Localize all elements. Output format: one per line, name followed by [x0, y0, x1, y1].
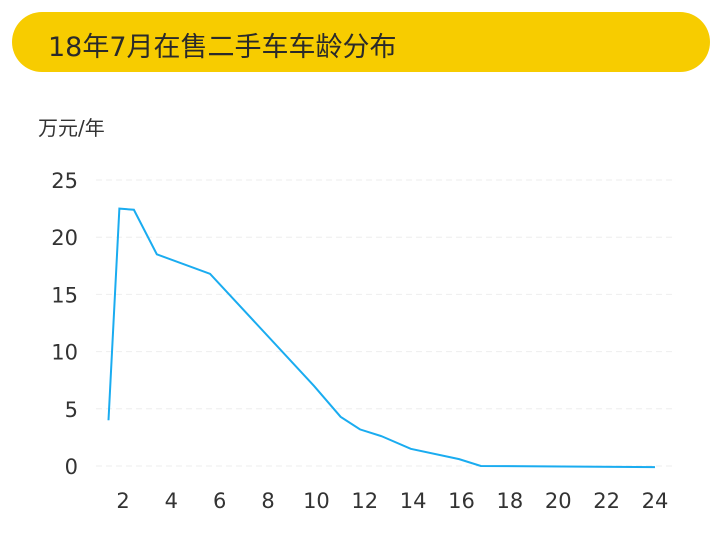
data-line	[107, 207, 655, 469]
x-tick-label: 6	[213, 489, 226, 513]
x-tick-label: 12	[351, 489, 378, 513]
chart-title: 18年7月在售二手车车龄分布	[48, 32, 397, 63]
y-axis-label: 万元/年	[38, 116, 105, 140]
x-tick-label: 18	[497, 489, 524, 513]
y-tick-label: 20	[51, 226, 78, 250]
y-tick-label: 25	[51, 169, 78, 193]
y-tick-label: 15	[51, 283, 78, 307]
x-tick-label: 10	[303, 489, 330, 513]
y-tick-label: 0	[65, 455, 78, 479]
x-tick-label: 8	[261, 489, 274, 513]
x-tick-label: 20	[545, 489, 572, 513]
y-tick-label: 5	[65, 398, 78, 422]
x-tick-label: 16	[448, 489, 475, 513]
x-tick-label: 2	[116, 489, 129, 513]
x-tick-label: 4	[165, 489, 178, 513]
title-banner: 18年7月在售二手车车龄分布	[12, 12, 710, 72]
y-tick-label: 10	[51, 341, 78, 365]
x-tick-label: 14	[400, 489, 427, 513]
x-tick-label: 24	[642, 489, 669, 513]
x-tick-label: 22	[593, 489, 620, 513]
